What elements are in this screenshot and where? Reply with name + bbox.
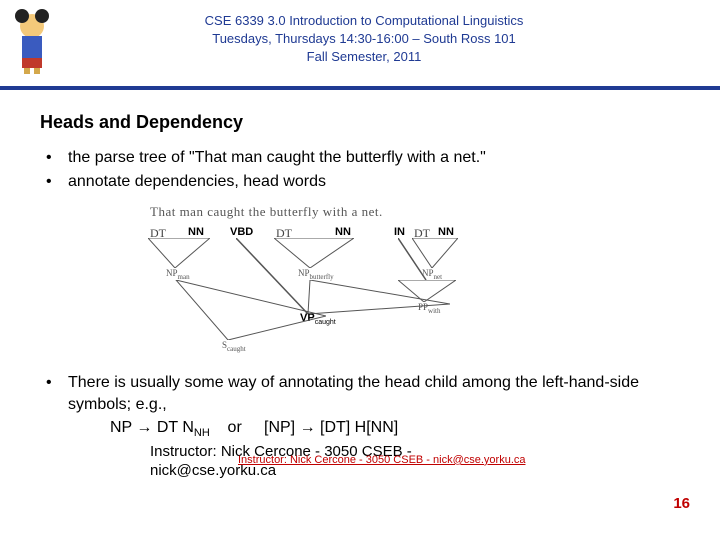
page-number: 16: [673, 495, 690, 512]
pos-nn1: NN: [188, 226, 204, 238]
bullet-dot: •: [40, 171, 68, 193]
np2-label: NPbutterfly: [298, 268, 334, 281]
np3-label: NPnet: [422, 268, 442, 281]
parse-tree-diagram: That man caught the butterfly with a net…: [40, 204, 680, 364]
instructor-red-overlay: Instructor: Nick Cercone - 3050 CSEB - n…: [238, 454, 526, 468]
pos-in: IN: [394, 226, 405, 238]
slide-header: CSE 6339 3.0 Introduction to Computation…: [0, 0, 720, 90]
instructor-info: Instructor: Nick Cercone - 3050 CSEB - I…: [150, 443, 680, 481]
grammar-rule: NP → DT NNH or [NP] → [DT] H[NN]: [110, 419, 680, 439]
logo-placeholder: [8, 6, 56, 74]
content-area: • the parse tree of "That man caught the…: [0, 147, 720, 480]
np1-label: NPman: [166, 268, 190, 281]
bullet-3-text: There is usually some way of annotating …: [68, 372, 680, 417]
s-label: Scaught: [222, 340, 246, 353]
bullet-1: • the parse tree of "That man caught the…: [40, 147, 680, 169]
header-line2: Tuesdays, Thursdays 14:30-16:00 – South …: [64, 30, 664, 48]
pos-nn3: NN: [438, 226, 454, 238]
bullet-dot: •: [40, 372, 68, 417]
bullet-2-text: annotate dependencies, head words: [68, 171, 680, 193]
bullet-2: • annotate dependencies, head words: [40, 171, 680, 193]
bullet-block-2: • There is usually some way of annotatin…: [40, 372, 680, 439]
diagram-sentence: That man caught the butterfly with a net…: [150, 204, 383, 220]
bullet-block-1: • the parse tree of "That man caught the…: [40, 147, 680, 194]
slide-title: Heads and Dependency: [40, 112, 720, 133]
header-line3: Fall Semester, 2011: [64, 48, 664, 66]
pos-nn2: NN: [335, 226, 351, 238]
pos-vbd: VBD: [230, 226, 253, 238]
header-text: CSE 6339 3.0 Introduction to Computation…: [64, 6, 720, 67]
bullet-1-text: the parse tree of "That man caught the b…: [68, 147, 680, 169]
bullet-3: • There is usually some way of annotatin…: [40, 372, 680, 417]
header-line1: CSE 6339 3.0 Introduction to Computation…: [64, 12, 664, 30]
bullet-dot: •: [40, 147, 68, 169]
